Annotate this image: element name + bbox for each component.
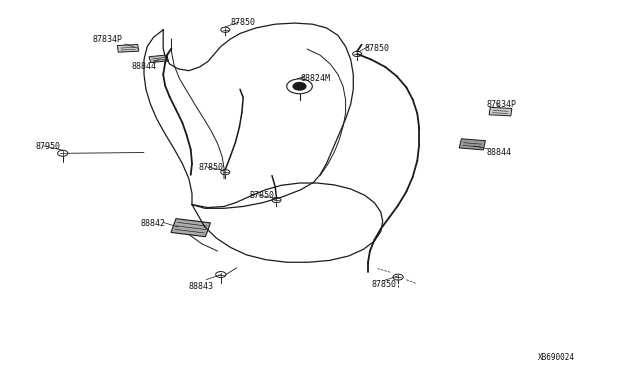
Text: 87850: 87850 — [198, 163, 223, 172]
Text: 88844: 88844 — [131, 62, 156, 71]
Polygon shape — [459, 139, 486, 150]
Polygon shape — [149, 55, 168, 62]
Text: 88843: 88843 — [189, 282, 214, 291]
Text: 88844: 88844 — [486, 148, 511, 157]
Text: 87834P: 87834P — [93, 35, 123, 44]
Text: 87950: 87950 — [35, 142, 60, 151]
Text: B7850: B7850 — [250, 191, 275, 200]
Polygon shape — [171, 219, 211, 237]
Text: 87850: 87850 — [230, 18, 255, 27]
Text: XB690024: XB690024 — [538, 353, 575, 362]
Text: 87834P: 87834P — [486, 100, 516, 109]
Text: 87850: 87850 — [365, 44, 390, 53]
Polygon shape — [117, 45, 139, 52]
Polygon shape — [489, 108, 512, 116]
Text: 88842: 88842 — [141, 219, 166, 228]
Text: 87850: 87850 — [371, 280, 396, 289]
Circle shape — [293, 83, 306, 90]
Text: 88824M: 88824M — [301, 74, 331, 83]
